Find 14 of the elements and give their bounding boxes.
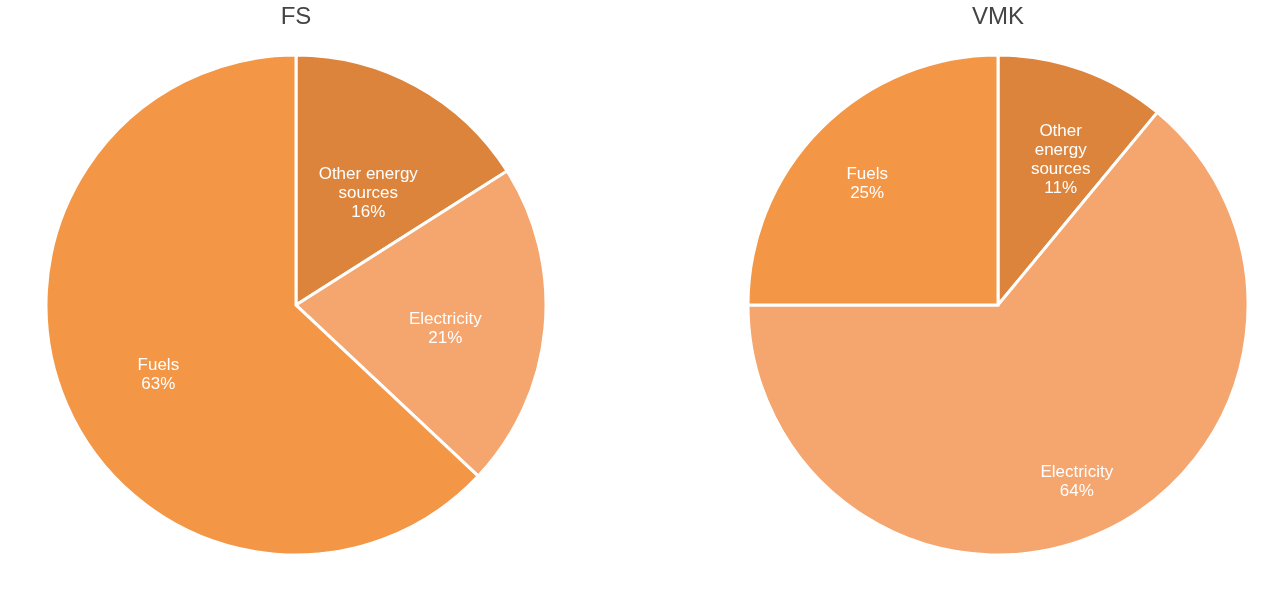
slice-label: Fuels xyxy=(137,354,180,374)
data-label: 16% xyxy=(351,201,386,221)
data-label: 25% xyxy=(850,183,885,203)
slice-label: Fuels xyxy=(846,164,888,184)
data-label: 64% xyxy=(1059,481,1094,501)
chart-title: FS xyxy=(280,2,312,29)
slice-label: Electricity xyxy=(408,309,483,329)
data-label: 11% xyxy=(1044,177,1078,197)
data-label: 63% xyxy=(141,373,176,393)
chart-title: VMK xyxy=(971,2,1025,29)
data-label: 21% xyxy=(428,328,463,348)
slice-label: Other energy sources xyxy=(1030,120,1091,178)
slice-label: Other energy sources xyxy=(318,163,419,202)
slice-label: Electricity xyxy=(1040,462,1114,482)
